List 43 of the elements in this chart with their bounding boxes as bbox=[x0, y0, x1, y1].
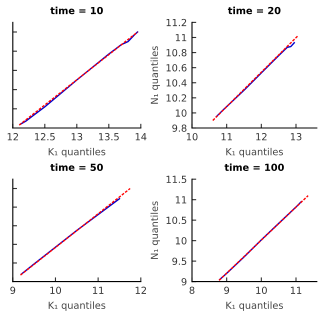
x-axis-title: K₁ quantiles bbox=[226, 301, 283, 311]
x-tick-label: 8 bbox=[190, 286, 194, 294]
x-axis-title: K₁ quantiles bbox=[226, 148, 283, 158]
y-tick-label: 11.2 bbox=[166, 18, 186, 26]
y-tick-label: 9.5 bbox=[172, 258, 186, 265]
chart-title: time = 10 bbox=[50, 6, 103, 14]
y-tick-label: 10 bbox=[176, 109, 186, 117]
y-tick-label: 9 bbox=[182, 278, 186, 286]
y-axis-title: N₁ quantiles bbox=[150, 46, 160, 104]
y-tick-label: 10.2 bbox=[166, 94, 186, 102]
y-tick-label: 10.8 bbox=[166, 49, 186, 56]
x-tick-label: 14 bbox=[136, 133, 146, 140]
y-axis-title: N₁ quantiles bbox=[150, 201, 160, 259]
x-tick-label: 11 bbox=[290, 286, 302, 294]
line-series bbox=[219, 201, 302, 280]
x-tick-label: 10 bbox=[50, 286, 62, 294]
x-tick-label: 13 bbox=[72, 133, 82, 140]
x-axis-title: K₁ quantiles bbox=[48, 301, 106, 311]
chart-title: time = 50 bbox=[50, 163, 103, 172]
x-tick-label: 11 bbox=[93, 286, 104, 294]
x-tick-label: 12.5 bbox=[35, 133, 55, 140]
y-tick-label: 10.6 bbox=[166, 64, 187, 72]
x-tick-label: 12 bbox=[256, 133, 267, 140]
x-tick-label: 13 bbox=[290, 133, 302, 140]
chart-title: time = 20 bbox=[228, 6, 281, 14]
y-tick-label: 10.5 bbox=[166, 216, 186, 224]
x-tick-label: 12 bbox=[8, 133, 18, 140]
chart-title: time = 100 bbox=[224, 163, 284, 172]
y-tick-label: 11.5 bbox=[166, 176, 186, 184]
x-tick-label: 12 bbox=[136, 286, 146, 294]
x-tick-label: 10 bbox=[256, 286, 267, 294]
x-tick-label: 9 bbox=[224, 286, 230, 294]
line-series bbox=[216, 42, 295, 118]
y-tick-label: 9.8 bbox=[172, 124, 186, 132]
y-tick-label: 11 bbox=[176, 196, 186, 204]
y-tick-label: 11 bbox=[176, 34, 186, 42]
y-tick-label: 10.4 bbox=[166, 79, 187, 87]
x-tick-label: 10 bbox=[186, 133, 198, 140]
x-tick-label: 13.5 bbox=[99, 133, 119, 140]
x-axis-title: K₁ quantiles bbox=[48, 148, 106, 158]
y-tick-label: 10 bbox=[176, 237, 186, 244]
x-tick-label: 11 bbox=[222, 133, 232, 140]
x-tick-label: 9 bbox=[10, 286, 16, 294]
